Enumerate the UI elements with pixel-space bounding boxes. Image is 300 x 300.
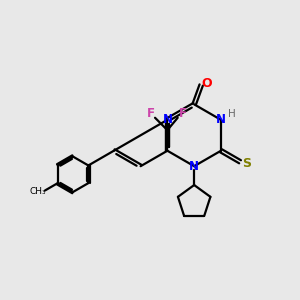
Text: O: O bbox=[201, 77, 212, 90]
Text: N: N bbox=[216, 113, 226, 126]
Text: N: N bbox=[162, 113, 172, 126]
Text: F: F bbox=[147, 107, 154, 120]
Text: N: N bbox=[189, 160, 199, 173]
Text: CH₃: CH₃ bbox=[29, 187, 46, 196]
Text: S: S bbox=[242, 157, 251, 170]
Text: H: H bbox=[228, 109, 236, 119]
Text: F: F bbox=[179, 107, 187, 120]
